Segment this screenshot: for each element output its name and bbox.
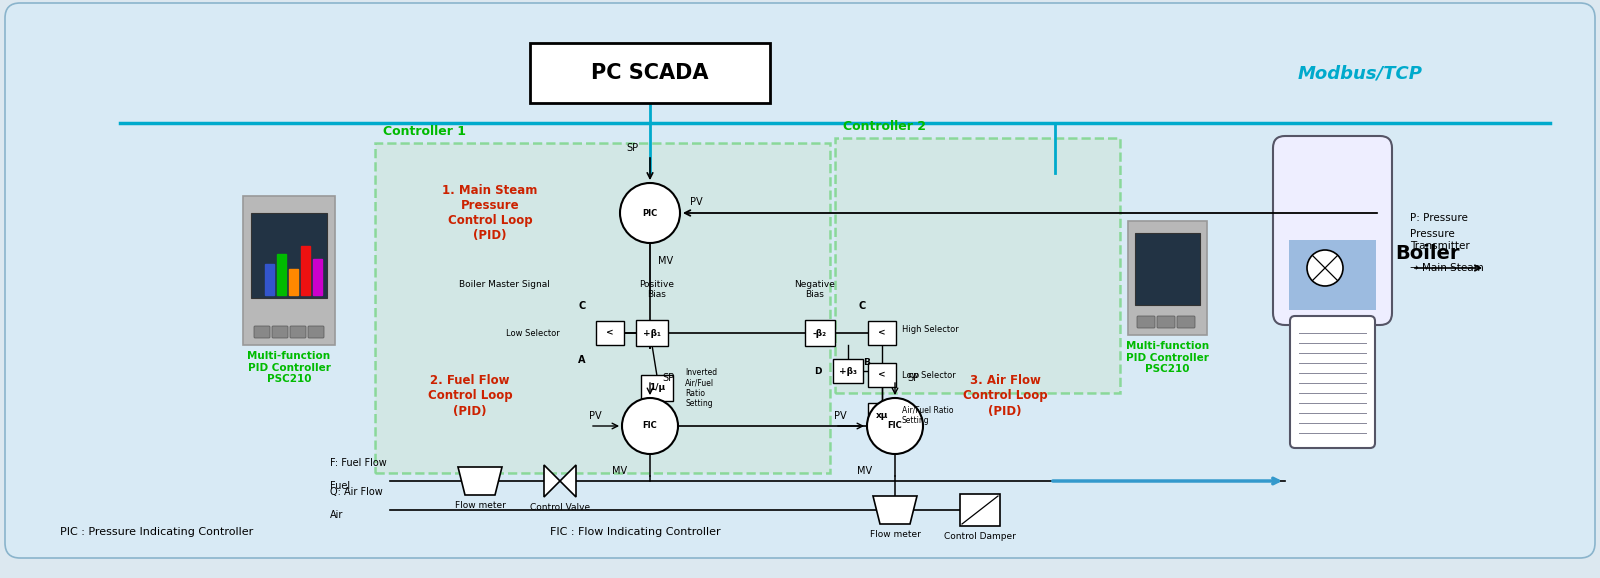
Text: PV: PV xyxy=(589,411,602,421)
FancyBboxPatch shape xyxy=(254,326,270,338)
FancyBboxPatch shape xyxy=(960,494,1000,526)
Text: +β₃: +β₃ xyxy=(838,366,858,376)
Text: PC SCADA: PC SCADA xyxy=(592,63,709,83)
Circle shape xyxy=(1307,250,1342,286)
Polygon shape xyxy=(458,467,502,495)
FancyBboxPatch shape xyxy=(1290,240,1376,310)
FancyBboxPatch shape xyxy=(637,320,669,346)
FancyBboxPatch shape xyxy=(867,403,896,427)
Text: Control Damper: Control Damper xyxy=(944,532,1016,541)
Polygon shape xyxy=(874,496,917,524)
FancyBboxPatch shape xyxy=(1178,316,1195,328)
FancyBboxPatch shape xyxy=(5,3,1595,558)
Text: High Selector: High Selector xyxy=(902,324,958,334)
Text: Control Valve: Control Valve xyxy=(530,503,590,512)
Bar xyxy=(290,269,298,295)
Text: Inverted
Air/Fuel
Ratio
Setting: Inverted Air/Fuel Ratio Setting xyxy=(685,368,717,408)
Text: -β₂: -β₂ xyxy=(813,328,827,338)
Bar xyxy=(266,264,274,295)
Text: Controller 2: Controller 2 xyxy=(843,120,926,133)
Text: <: < xyxy=(606,328,614,338)
Text: Boiler: Boiler xyxy=(1395,243,1459,262)
FancyBboxPatch shape xyxy=(272,326,288,338)
Text: Boiler Master Signal: Boiler Master Signal xyxy=(459,280,550,289)
Text: Positive
Bias: Positive Bias xyxy=(640,280,675,299)
FancyBboxPatch shape xyxy=(835,138,1120,393)
Text: SP: SP xyxy=(662,373,674,383)
Circle shape xyxy=(622,398,678,454)
FancyBboxPatch shape xyxy=(290,326,306,338)
Text: 1. Main Steam
Pressure
Control Loop
(PID): 1. Main Steam Pressure Control Loop (PID… xyxy=(442,184,538,242)
Circle shape xyxy=(621,183,680,243)
Text: MV: MV xyxy=(858,466,872,476)
Text: SP: SP xyxy=(626,143,638,153)
Text: Flow meter: Flow meter xyxy=(869,530,920,539)
Text: FIC: FIC xyxy=(643,421,658,431)
Text: Pressure
Transmitter: Pressure Transmitter xyxy=(1410,229,1470,251)
FancyBboxPatch shape xyxy=(1157,316,1174,328)
FancyBboxPatch shape xyxy=(309,326,325,338)
Text: 2. Fuel Flow
Control Loop
(PID): 2. Fuel Flow Control Loop (PID) xyxy=(427,375,512,417)
Text: <: < xyxy=(878,328,886,338)
FancyBboxPatch shape xyxy=(374,143,830,473)
Text: PIC : Pressure Indicating Controller: PIC : Pressure Indicating Controller xyxy=(61,527,253,537)
Text: FIC : Flow Indicating Controller: FIC : Flow Indicating Controller xyxy=(550,527,720,537)
FancyBboxPatch shape xyxy=(1274,136,1392,325)
Text: Q: Air Flow: Q: Air Flow xyxy=(330,487,382,497)
Text: → Main Steam: → Main Steam xyxy=(1410,263,1483,273)
FancyBboxPatch shape xyxy=(243,196,334,345)
Text: +β₁: +β₁ xyxy=(643,328,661,338)
Polygon shape xyxy=(560,465,576,497)
FancyBboxPatch shape xyxy=(1290,316,1374,448)
Text: Multi-function
PID Controller
PSC210: Multi-function PID Controller PSC210 xyxy=(1126,341,1210,374)
Text: MV: MV xyxy=(658,256,674,266)
Text: C: C xyxy=(578,301,586,311)
Text: Fuel: Fuel xyxy=(330,481,350,491)
Text: PV: PV xyxy=(834,411,846,421)
Text: Multi-function
PID Controller
PSC210: Multi-function PID Controller PSC210 xyxy=(248,351,331,384)
Text: B: B xyxy=(864,358,870,367)
FancyBboxPatch shape xyxy=(867,321,896,345)
FancyBboxPatch shape xyxy=(867,363,896,387)
Text: Low Selector: Low Selector xyxy=(506,328,560,338)
Text: Low Selector: Low Selector xyxy=(902,370,955,380)
Bar xyxy=(277,254,286,295)
Text: Controller 1: Controller 1 xyxy=(382,125,466,138)
Bar xyxy=(301,246,310,295)
FancyBboxPatch shape xyxy=(251,213,326,298)
Text: Modbus/TCP: Modbus/TCP xyxy=(1298,64,1422,82)
FancyBboxPatch shape xyxy=(1128,221,1206,335)
Text: F: Fuel Flow: F: Fuel Flow xyxy=(330,458,387,468)
Text: MV: MV xyxy=(611,466,627,476)
Text: Negative
Bias: Negative Bias xyxy=(795,280,835,299)
Text: Flow meter: Flow meter xyxy=(454,501,506,510)
Circle shape xyxy=(867,398,923,454)
Text: C: C xyxy=(858,301,866,311)
FancyBboxPatch shape xyxy=(1138,316,1155,328)
Text: Air: Air xyxy=(330,510,344,520)
FancyBboxPatch shape xyxy=(1134,233,1200,305)
Text: xμ: xμ xyxy=(875,410,888,420)
FancyBboxPatch shape xyxy=(642,375,674,401)
FancyBboxPatch shape xyxy=(834,359,862,383)
Text: 1/μ: 1/μ xyxy=(650,383,666,392)
Text: <: < xyxy=(878,370,886,380)
FancyBboxPatch shape xyxy=(595,321,624,345)
Text: FIC: FIC xyxy=(888,421,902,431)
FancyBboxPatch shape xyxy=(805,320,835,346)
Text: 3. Air Flow
Control Loop
(PID): 3. Air Flow Control Loop (PID) xyxy=(963,375,1048,417)
Text: D: D xyxy=(814,366,822,376)
Text: Air/Fuel Ratio
Setting: Air/Fuel Ratio Setting xyxy=(902,405,954,425)
Text: A: A xyxy=(578,355,586,365)
Text: PIC: PIC xyxy=(642,209,658,217)
Text: PV: PV xyxy=(690,197,702,207)
Bar xyxy=(314,259,322,295)
FancyBboxPatch shape xyxy=(530,43,770,103)
Text: P: Pressure: P: Pressure xyxy=(1410,213,1467,223)
Polygon shape xyxy=(544,465,560,497)
Text: SP: SP xyxy=(907,373,918,383)
